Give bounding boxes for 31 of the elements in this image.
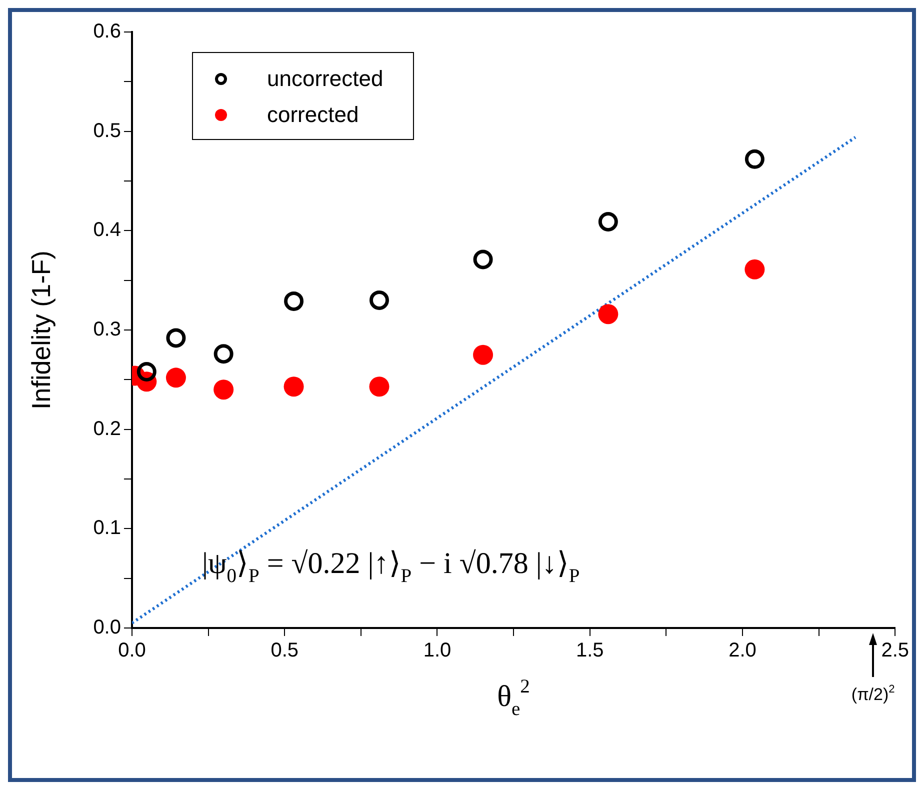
- point: [214, 380, 234, 400]
- point: [136, 362, 156, 382]
- legend-label: corrected: [267, 101, 359, 129]
- x-tick-label: 2.5: [881, 640, 910, 662]
- x-tick-label: 0.0: [118, 640, 146, 662]
- point: [473, 344, 494, 365]
- legend-label: uncorrected: [267, 65, 384, 93]
- point: [598, 304, 618, 324]
- x-tick-label: 1.5: [576, 640, 604, 662]
- point: [744, 149, 764, 169]
- point: [166, 328, 186, 348]
- x-tick-label: 1.0: [423, 640, 452, 662]
- y-tick-label: 0.4: [93, 219, 121, 242]
- point: [744, 259, 765, 280]
- y-axis-title: Infidelity (1-F): [26, 250, 56, 410]
- point: [369, 376, 390, 397]
- y-tick-label: 0.0: [93, 616, 121, 639]
- point: [598, 212, 618, 232]
- y-tick-label: 0.6: [93, 20, 121, 43]
- y-tick-label: 0.5: [93, 120, 121, 142]
- point: [284, 291, 304, 311]
- y-tick-label: 0.2: [93, 418, 121, 440]
- y-tick-label: 0.3: [93, 318, 121, 341]
- point: [369, 290, 389, 310]
- x-tick-label: 2.0: [728, 640, 756, 662]
- point: [473, 250, 493, 270]
- point: [166, 368, 186, 388]
- y-tick-label: 0.1: [93, 517, 121, 540]
- point: [214, 344, 234, 364]
- x-tick-label: 0.5: [270, 640, 299, 662]
- point: [284, 376, 304, 397]
